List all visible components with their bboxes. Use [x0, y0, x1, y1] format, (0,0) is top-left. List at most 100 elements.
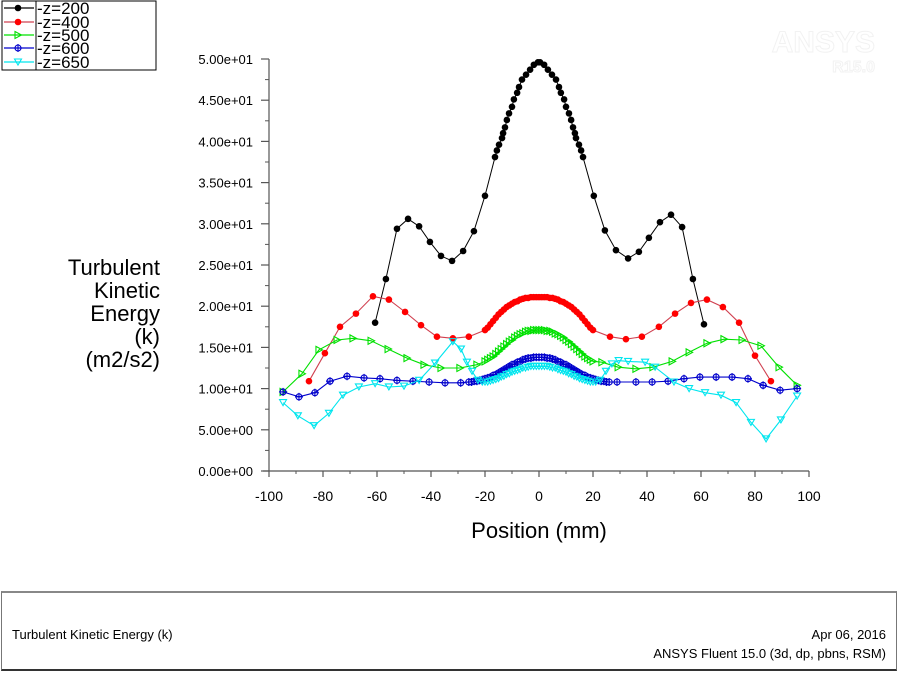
- data-point: [595, 376, 605, 385]
- legend-marker: [14, 44, 22, 52]
- legend-item: -z=650: [4, 53, 89, 72]
- data-point: [338, 391, 348, 400]
- y-axis-title-line-2: Kinetic: [94, 278, 160, 303]
- data-point: [613, 378, 622, 387]
- data-point: [759, 381, 768, 390]
- data-point: [776, 416, 786, 425]
- legend-item: -z=500: [4, 26, 89, 45]
- data-point: [775, 362, 784, 372]
- x-tick-label: -60: [367, 488, 387, 504]
- data-point: [540, 61, 548, 69]
- data-point: [605, 378, 614, 387]
- data-point: [503, 116, 511, 124]
- data-point: [650, 363, 660, 372]
- data-point: [649, 362, 658, 372]
- data-point: [635, 248, 643, 256]
- chart: ANSYS R15.0 0.00e+00 5.00e+00 1.00e+01 1.50…: [1, 0, 876, 543]
- watermark-brand: ANSYS: [772, 26, 875, 59]
- data-point: [456, 363, 465, 373]
- data-point: [522, 71, 530, 78]
- data-point: [505, 110, 513, 117]
- data-point: [384, 344, 393, 354]
- data-point: [720, 334, 729, 344]
- data-point: [552, 76, 560, 83]
- data-point: [703, 338, 712, 348]
- y-axis-title-line-5: (m2/s2): [85, 347, 160, 372]
- data-point: [499, 129, 507, 137]
- x-tick-label: 80: [747, 488, 763, 504]
- footer-plot-title: Turbulent Kinetic Energy (k): [12, 627, 173, 642]
- data-point: [743, 374, 752, 383]
- data-point: [689, 275, 697, 283]
- data-point: [315, 345, 324, 355]
- data-point: [716, 391, 726, 400]
- data-point: [360, 373, 369, 382]
- legend-marker: [13, 58, 23, 67]
- legend-label: -z=400: [37, 13, 89, 32]
- data-point: [632, 364, 641, 374]
- data-point: [370, 380, 380, 388]
- ansys-watermark: ANSYS R15.0: [771, 26, 875, 77]
- data-point: [456, 345, 466, 354]
- watermark-version: R15.0: [832, 59, 875, 76]
- data-point: [577, 375, 587, 384]
- data-point: [685, 347, 694, 357]
- data-point: [298, 369, 307, 379]
- series-line: [374, 61, 705, 325]
- data-point: [668, 356, 677, 366]
- data-point: [343, 372, 352, 381]
- data-point: [640, 358, 650, 367]
- data-point: [456, 378, 465, 387]
- data-point: [579, 153, 587, 161]
- legend-marker: [14, 30, 23, 40]
- data-point: [687, 299, 695, 307]
- series-z500: [279, 325, 802, 397]
- data-point: [545, 363, 555, 372]
- data-point: [508, 103, 516, 111]
- data-point: [430, 359, 440, 368]
- data-point: [403, 353, 412, 363]
- x-tick-label: 100: [797, 488, 821, 504]
- data-point: [518, 76, 526, 83]
- data-point: [448, 257, 456, 265]
- y-tick-label: 5.00e+01: [198, 52, 253, 67]
- data-point: [614, 357, 624, 365]
- data-point: [491, 153, 499, 161]
- legend-marker: [14, 18, 22, 26]
- legend-items: -z=200-z=400-z=500-z=600-z=650: [4, 0, 89, 72]
- data-point: [336, 323, 344, 331]
- data-point: [309, 422, 319, 430]
- data-point: [278, 399, 288, 407]
- footer-info-box: Turbulent Kinetic Energy (k) Apr 06, 201…: [1, 591, 897, 671]
- data-point: [426, 238, 434, 246]
- y-tick-label: 3.50e+01: [198, 176, 253, 191]
- y-ticks: 0.00e+00 5.00e+00 1.00e+01 1.50e+01 2.00e+01…: [198, 52, 269, 479]
- y-tick-label: 5.00e+00: [198, 423, 253, 438]
- data-point: [767, 377, 775, 385]
- data-point: [589, 356, 598, 366]
- x-ticks: -100 -80 -60 -40 -20 0 20 40 60 80 100: [255, 471, 821, 504]
- data-point: [384, 383, 394, 392]
- data-point: [645, 234, 653, 242]
- legend-label: -z=650: [37, 53, 89, 72]
- data-point: [614, 362, 623, 372]
- data-point: [305, 377, 313, 385]
- data-point: [793, 384, 802, 393]
- data-point: [623, 357, 633, 366]
- x-tick-label: 40: [639, 488, 655, 504]
- data-point: [462, 358, 472, 367]
- data-point: [333, 335, 342, 345]
- data-point: [776, 386, 785, 395]
- legend-item: -z=400: [4, 13, 89, 32]
- data-point: [567, 339, 577, 349]
- x-axis-title: Position (mm): [471, 518, 607, 543]
- y-axis-title-line-4: (k): [134, 324, 160, 349]
- data-point: [667, 211, 675, 219]
- data-point: [385, 296, 393, 303]
- y-tick-label: 4.50e+01: [198, 93, 253, 108]
- data-point: [375, 374, 384, 383]
- data-point: [731, 399, 741, 407]
- data-point: [420, 360, 429, 370]
- y-tick-label: 4.00e+01: [198, 134, 253, 149]
- data-point: [569, 124, 577, 131]
